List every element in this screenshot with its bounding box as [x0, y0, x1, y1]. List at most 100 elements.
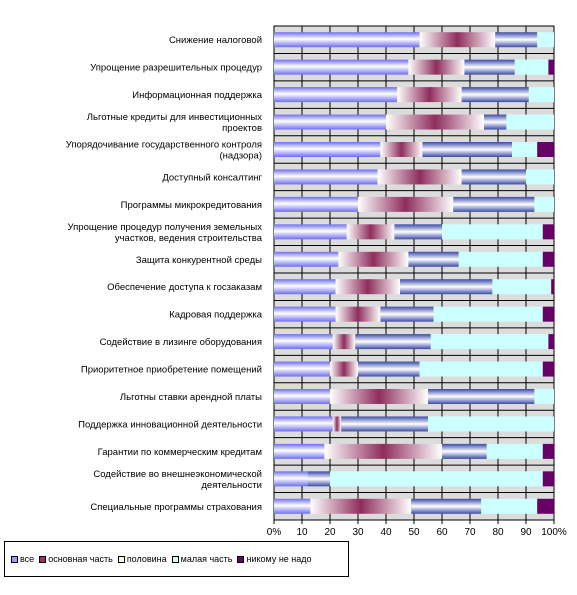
legend-item: малая часть	[171, 554, 233, 564]
legend-label: все	[20, 554, 35, 564]
bar-segment	[419, 32, 496, 48]
bar-segment	[514, 59, 549, 75]
bar-segment	[495, 32, 538, 48]
category-label: Снижение налоговой	[169, 35, 262, 46]
legend-label: половина	[126, 554, 167, 564]
legend-item: половина	[117, 554, 167, 564]
bar-segment	[274, 169, 378, 185]
bar-segment	[422, 142, 512, 157]
bar-segment	[528, 87, 554, 103]
bar-segment	[394, 224, 442, 240]
category-label: Содействие в лизинге оборудования	[100, 337, 262, 348]
bar-segment	[274, 361, 330, 377]
bar-segment	[534, 389, 554, 404]
bar-segment	[341, 416, 428, 432]
category-label: Кадровая поддержка	[169, 310, 263, 321]
legend-swatch	[237, 555, 245, 563]
x-tick-label: 50	[408, 527, 420, 538]
legend-swatch	[171, 555, 179, 563]
bar-segment	[397, 87, 462, 103]
legend-label: малая часть	[180, 554, 233, 564]
bar-segment	[307, 471, 330, 487]
bar-segment	[430, 334, 549, 350]
bar-segment	[335, 279, 400, 295]
category-label: Специальные программы страхования	[90, 502, 262, 513]
bar-segment	[400, 279, 493, 295]
bar-segment	[433, 306, 543, 322]
bar-segment	[419, 361, 543, 377]
bar-segment	[332, 334, 356, 350]
bar-segment	[542, 224, 554, 240]
category-label: Обеспечение доступа к госзаказам	[107, 282, 262, 293]
bar-segment	[506, 114, 554, 130]
bar-segment	[484, 114, 507, 130]
category-label: Поддержка инновационной деятельности	[78, 419, 262, 430]
legend: все основная часть половина малая часть нико…	[4, 541, 349, 577]
x-axis-ticks: 0% 10 20 30 40 50 60 70 80 90 100%	[267, 520, 567, 538]
bar-segment	[492, 279, 552, 295]
bar-segment	[332, 416, 342, 432]
bar-segment	[428, 389, 535, 404]
category-label: Льготные кредиты для инвестиционных проек…	[87, 112, 262, 134]
bar-segment	[408, 251, 459, 267]
bar-segment	[411, 498, 482, 514]
bar-segment	[274, 142, 381, 157]
bar-segment	[542, 361, 554, 377]
bar-segment	[542, 443, 554, 459]
category-label: Информационная поддержка	[132, 90, 262, 101]
x-tick-label: 0%	[267, 527, 282, 538]
legend-swatch	[117, 555, 125, 563]
x-tick-label: 70	[464, 527, 476, 538]
bar-segment	[330, 361, 358, 377]
bar-segment	[386, 114, 484, 130]
bar-segment	[274, 334, 333, 350]
bar-segment	[542, 251, 554, 267]
bar-segment	[512, 142, 538, 157]
bar-segment	[274, 32, 420, 48]
x-tick-label: 10	[296, 527, 308, 538]
bar-segment	[486, 443, 543, 459]
bar-segment	[274, 87, 398, 103]
bar-segment	[358, 196, 454, 212]
category-label: Упрощение процедур получения земельных уч…	[68, 222, 263, 244]
bar-segment	[274, 196, 358, 212]
bar-segment	[380, 306, 434, 322]
bar-segment	[274, 279, 336, 295]
bar-segment	[464, 59, 515, 75]
bar-segment	[335, 306, 381, 322]
bar-segment	[346, 224, 395, 240]
category-label: Программы микрокредитования	[121, 200, 262, 211]
bar-segment	[542, 471, 554, 487]
bar-segment	[330, 471, 543, 487]
bar-segment	[377, 169, 462, 185]
bar-segment	[274, 443, 325, 459]
category-label: Упорядочивание государственного контроля…	[66, 140, 262, 162]
bar-segment	[453, 196, 535, 212]
category-label: Льготны ставки арендной платы	[120, 392, 262, 403]
legend-label: основная часть	[48, 554, 113, 564]
bar-segment	[548, 59, 554, 75]
bar-segment	[338, 251, 409, 267]
x-tick-label: 20	[324, 527, 336, 538]
bar-segment	[274, 416, 333, 432]
bar-segment	[537, 142, 554, 157]
bar-segment	[274, 224, 347, 240]
x-tick-label: 100%	[541, 527, 567, 538]
bar-segment	[537, 32, 554, 48]
bar-segment	[274, 389, 330, 404]
bars-layer	[274, 32, 554, 514]
category-label: Упрощение разрешительных процедур	[90, 63, 262, 74]
bar-segment	[274, 59, 409, 75]
bar-segment	[355, 334, 431, 350]
x-tick-label: 90	[520, 527, 532, 538]
bar-segment	[458, 251, 543, 267]
bar-segment	[551, 279, 554, 295]
bar-segment	[330, 389, 428, 404]
x-tick-label: 30	[352, 527, 364, 538]
bar-segment	[274, 471, 308, 487]
bar-segment	[274, 114, 386, 130]
legend-swatch	[11, 555, 18, 563]
legend-item: все	[11, 554, 34, 564]
x-tick-label: 60	[436, 527, 448, 538]
